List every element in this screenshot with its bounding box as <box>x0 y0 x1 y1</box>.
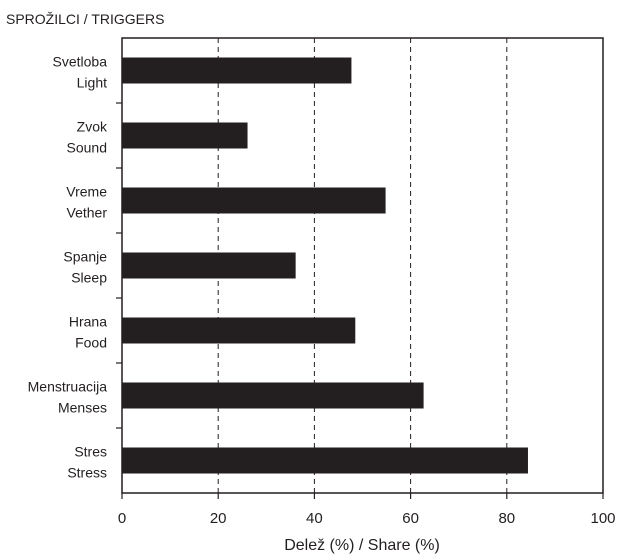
category-label: Vether <box>67 205 108 221</box>
category-label: Svetloba <box>53 54 108 70</box>
x-tick-label: 80 <box>498 510 515 527</box>
bar <box>122 252 296 279</box>
x-tick-label: 20 <box>210 510 227 527</box>
bar <box>122 122 248 149</box>
bar <box>122 187 386 214</box>
x-tick-label: 40 <box>306 510 323 527</box>
bar <box>122 447 528 474</box>
category-label: Stres <box>74 444 107 460</box>
x-axis-label: Delež (%) / Share (%) <box>284 537 440 554</box>
category-label: Hrana <box>69 314 107 330</box>
bar <box>122 57 352 84</box>
category-label: Menses <box>58 400 107 416</box>
category-label: Menstruacija <box>28 379 108 395</box>
x-tick-label: 60 <box>402 510 419 527</box>
category-label: Light <box>77 75 107 91</box>
category-label: Food <box>75 335 107 351</box>
category-label: Sound <box>67 140 107 156</box>
category-label: Vreme <box>66 184 107 200</box>
category-label: Sleep <box>71 270 107 286</box>
x-tick-label: 100 <box>590 510 615 527</box>
category-label: Spanje <box>63 249 107 265</box>
bars <box>122 57 528 474</box>
plot-frame <box>121 37 604 494</box>
bar <box>122 382 424 409</box>
x-tick-label: 0 <box>118 510 126 527</box>
bar <box>122 317 356 344</box>
category-labels: Svetloba Light Zvok Sound Vreme Vether Spanje S… <box>28 54 122 481</box>
x-ticks: 0 20 40 60 80 100 <box>118 493 616 527</box>
category-label: Stress <box>67 465 107 481</box>
category-label: Zvok <box>77 119 108 135</box>
chart-title: SPROŽILCI / TRIGGERS <box>6 11 164 27</box>
